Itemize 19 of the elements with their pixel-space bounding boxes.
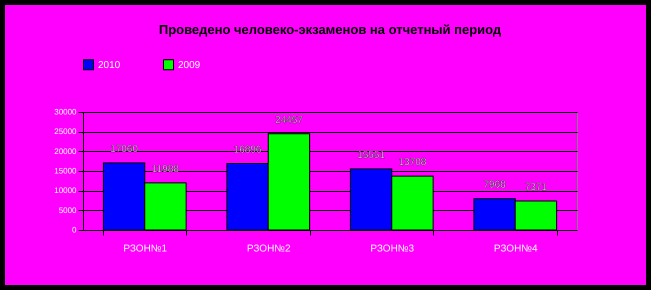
y-tick-label: 30000: [54, 108, 78, 116]
y-tick-label: 0: [72, 226, 78, 234]
y-tick-label: 15000: [54, 166, 78, 176]
x-tick-label: РЗОН№4: [494, 244, 538, 254]
y-tick-label: 5000: [58, 206, 78, 215]
data-label: 15551: [357, 150, 386, 161]
legend-label: 2009: [178, 60, 201, 71]
data-label: 7968: [483, 180, 506, 191]
data-label: 7371: [524, 182, 548, 194]
data-label: 13708: [398, 157, 427, 168]
x-tick-label: РЗОН№2: [246, 244, 292, 254]
y-tick-label: 20000: [54, 146, 78, 156]
x-tick-label: РЗОН№1: [123, 244, 168, 254]
y-tick-label: 10000: [54, 186, 78, 196]
y-tick-label: 25000: [54, 127, 78, 136]
x-tick-label: РЗОН№3: [370, 244, 415, 254]
legend-label: 2010: [98, 60, 121, 71]
chart-title: Проведено человеко-экзаменов на отчетный период: [158, 22, 502, 37]
data-label: 24457: [275, 114, 304, 126]
